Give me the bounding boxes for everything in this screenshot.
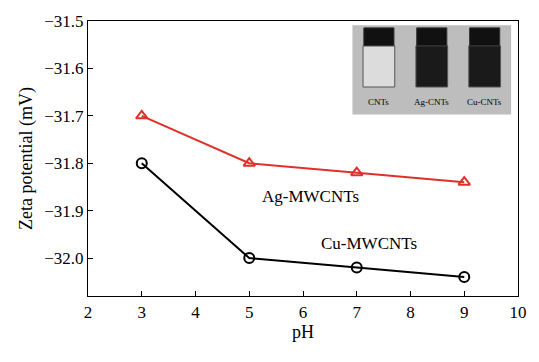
svg-text:−31.6: −31.6 (44, 59, 83, 78)
svg-text:6: 6 (299, 303, 308, 322)
svg-text:−31.8: −31.8 (44, 154, 83, 173)
svg-text:pH: pH (292, 322, 314, 342)
svg-text:8: 8 (406, 303, 415, 322)
svg-text:Ag-CNTs: Ag-CNTs (414, 97, 449, 107)
svg-text:10: 10 (510, 303, 527, 322)
svg-text:−31.5: −31.5 (44, 12, 83, 31)
svg-text:Cu-CNTs: Cu-CNTs (467, 97, 502, 107)
svg-text:Cu-MWCNTs: Cu-MWCNTs (321, 234, 417, 253)
svg-text:4: 4 (191, 303, 200, 322)
svg-text:−31.9: −31.9 (44, 202, 83, 221)
svg-text:9: 9 (460, 303, 469, 322)
svg-text:Ag-MWCNTs: Ag-MWCNTs (262, 187, 359, 206)
svg-text:−32.0: −32.0 (44, 249, 83, 268)
svg-text:2: 2 (84, 303, 93, 322)
svg-text:Zeta potential (mV): Zeta potential (mV) (16, 87, 37, 230)
svg-text:5: 5 (245, 303, 254, 322)
svg-text:3: 3 (138, 303, 147, 322)
svg-text:−31.7: −31.7 (44, 107, 84, 126)
svg-text:7: 7 (353, 303, 362, 322)
svg-text:CNTs: CNTs (368, 97, 389, 107)
